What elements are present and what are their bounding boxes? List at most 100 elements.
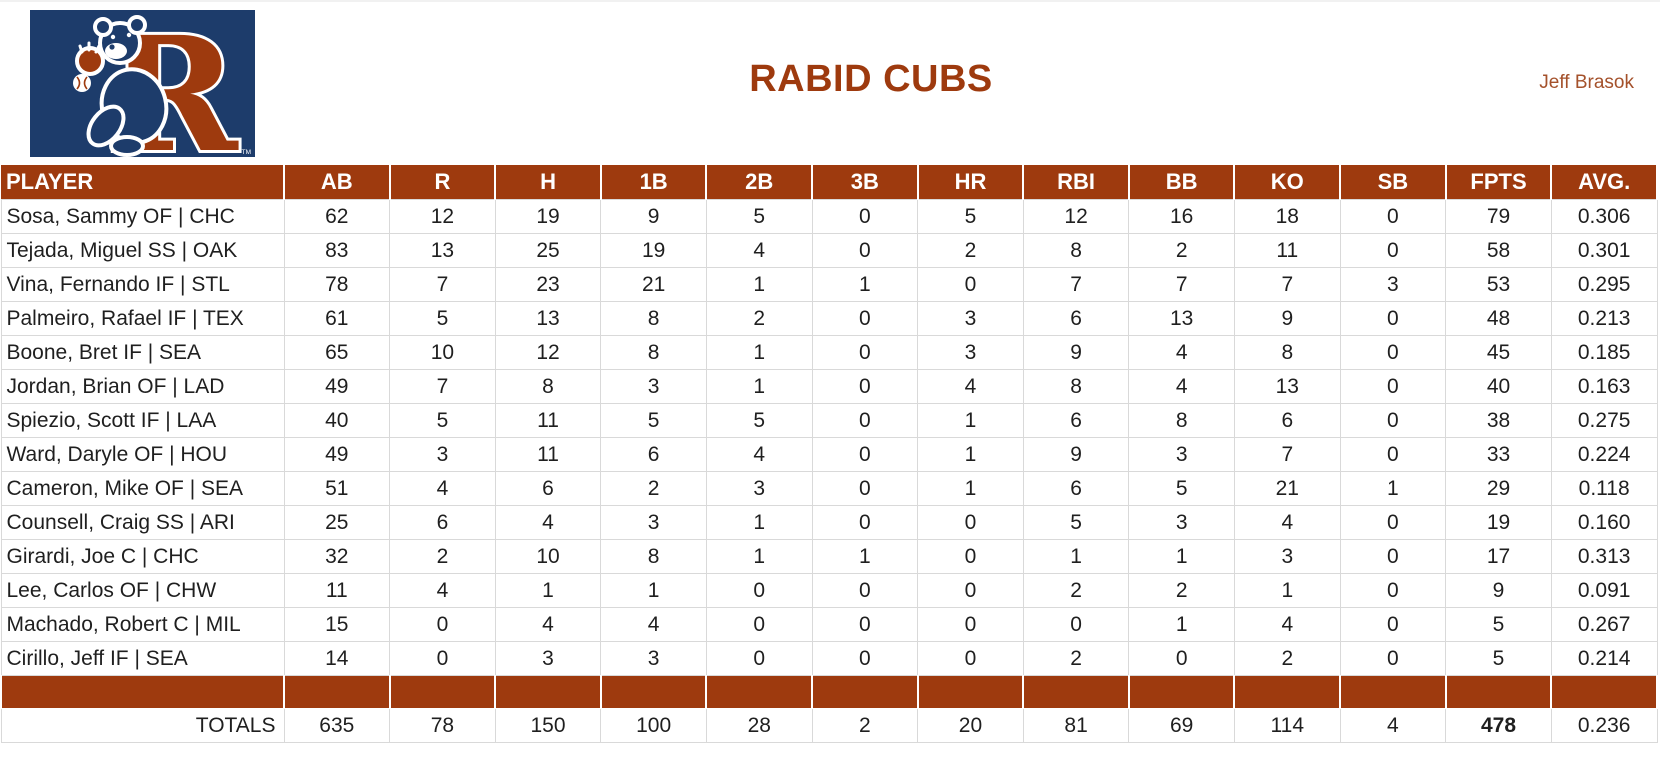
stat-cell-sb: 0 <box>1339 403 1447 438</box>
stat-cell-ko: 8 <box>1233 335 1341 370</box>
stat-cell-hr: 0 <box>917 505 1024 540</box>
table-row: Counsell, Craig SS | ARI 25 6 4 3 1 0 0 5 3 4 0 19 0.… <box>0 505 1658 540</box>
stat-cell-h: 25 <box>494 233 602 268</box>
column-header-avg: AVG. <box>1550 165 1658 200</box>
totals-cell-rbi: 81 <box>1022 708 1130 743</box>
stat-cell-ab: 62 <box>283 199 391 234</box>
stat-cell-3b: 1 <box>811 267 919 302</box>
stat-cell-bb: 8 <box>1128 403 1235 438</box>
player-cell: Vina, Fernando IF | STL <box>0 267 285 302</box>
stat-cell-ab: 61 <box>283 301 391 336</box>
separator-cell <box>1550 675 1658 709</box>
table-row: Tejada, Miguel SS | OAK 83 13 25 19 4 0 2 8 2 11 0 5… <box>0 233 1658 268</box>
stat-cell-hr: 2 <box>917 233 1024 268</box>
totals-cell-ko: 114 <box>1233 708 1341 743</box>
stat-cell-avg: 0.295 <box>1550 267 1658 302</box>
totals-label: TOTALS <box>0 708 285 743</box>
stat-cell-3b: 0 <box>811 573 919 608</box>
separator-cell <box>1127 675 1236 709</box>
stat-cell-rbi: 8 <box>1022 369 1130 404</box>
stat-cell-avg: 0.163 <box>1550 369 1658 404</box>
owner-name: Jeff Brasok <box>1539 72 1634 93</box>
stat-cell-2b: 2 <box>705 301 813 336</box>
stat-cell-bb: 7 <box>1128 267 1235 302</box>
stat-cell-rbi: 9 <box>1022 335 1130 370</box>
stat-cell-1b: 2 <box>600 471 707 506</box>
stat-cell-r: 12 <box>389 199 496 234</box>
stat-cell-3b: 0 <box>811 403 919 438</box>
totals-cell-avg: 0.236 <box>1550 708 1658 743</box>
stat-cell-3b: 0 <box>811 641 919 676</box>
stat-cell-bb: 3 <box>1128 437 1235 472</box>
stat-cell-sb: 0 <box>1339 199 1447 234</box>
column-header-2b: 2B <box>705 165 814 200</box>
stat-cell-ko: 18 <box>1233 199 1341 234</box>
stat-cell-ab: 11 <box>283 573 391 608</box>
stat-cell-ab: 83 <box>283 233 391 268</box>
player-cell: Palmeiro, Rafael IF | TEX <box>0 301 285 336</box>
stat-cell-1b: 9 <box>600 199 707 234</box>
stat-cell-avg: 0.118 <box>1550 471 1658 506</box>
stat-cell-r: 10 <box>389 335 496 370</box>
stat-cell-fpts: 40 <box>1445 369 1552 404</box>
stat-cell-r: 0 <box>389 641 496 676</box>
stat-cell-1b: 4 <box>600 607 707 642</box>
column-header-bb: BB <box>1127 165 1236 200</box>
stat-cell-fpts: 29 <box>1445 471 1552 506</box>
stat-cell-r: 4 <box>389 471 496 506</box>
separator-cell <box>1022 675 1130 709</box>
player-cell: Cameron, Mike OF | SEA <box>0 471 285 506</box>
stat-cell-fpts: 5 <box>1445 607 1552 642</box>
stat-cell-2b: 3 <box>705 471 813 506</box>
player-cell: Spiezio, Scott IF | LAA <box>0 403 285 438</box>
stat-cell-ko: 4 <box>1233 505 1341 540</box>
stat-cell-3b: 0 <box>811 505 919 540</box>
stat-cell-1b: 5 <box>600 403 707 438</box>
stat-cell-ko: 7 <box>1233 267 1341 302</box>
column-header-player: PLAYER <box>1 165 285 200</box>
stat-cell-2b: 1 <box>705 369 813 404</box>
stat-cell-2b: 1 <box>705 539 813 574</box>
stat-cell-bb: 16 <box>1128 199 1235 234</box>
stat-cell-r: 13 <box>389 233 496 268</box>
stat-cell-3b: 0 <box>811 335 919 370</box>
stat-cell-fpts: 48 <box>1445 301 1552 336</box>
totals-row: TOTALS 635 78 150 100 28 2 20 81 69 114 4 478 0.236 <box>0 708 1658 743</box>
stat-cell-avg: 0.214 <box>1550 641 1658 676</box>
stat-cell-bb: 3 <box>1128 505 1235 540</box>
stat-cell-3b: 0 <box>811 369 919 404</box>
stat-cell-sb: 0 <box>1339 335 1447 370</box>
column-header-r: R <box>388 165 497 200</box>
stat-cell-fpts: 53 <box>1445 267 1552 302</box>
totals-cell-hr: 20 <box>917 708 1024 743</box>
stat-cell-ab: 40 <box>283 403 391 438</box>
stat-cell-h: 10 <box>494 539 602 574</box>
table-row: Vina, Fernando IF | STL 78 7 23 21 1 1 0 7 7 7 3 53 0… <box>0 267 1658 302</box>
stat-cell-3b: 0 <box>811 437 919 472</box>
stat-cell-hr: 1 <box>917 471 1024 506</box>
stat-cell-avg: 0.213 <box>1550 301 1658 336</box>
stat-cell-2b: 0 <box>705 607 813 642</box>
column-header-rbi: RBI <box>1022 165 1130 200</box>
table-row: Boone, Bret IF | SEA 65 10 12 8 1 0 3 9 4 8 0 45 0.18… <box>0 335 1658 370</box>
stat-cell-1b: 8 <box>600 335 707 370</box>
stat-cell-3b: 0 <box>811 301 919 336</box>
stat-cell-ab: 15 <box>283 607 391 642</box>
stat-cell-r: 2 <box>389 539 496 574</box>
stat-cell-ko: 1 <box>1233 573 1341 608</box>
stat-cell-r: 3 <box>389 437 496 472</box>
stat-cell-rbi: 12 <box>1022 199 1130 234</box>
stat-cell-avg: 0.091 <box>1550 573 1658 608</box>
stat-cell-fpts: 19 <box>1445 505 1552 540</box>
totals-cell-1b: 100 <box>600 708 707 743</box>
stat-cell-3b: 1 <box>811 539 919 574</box>
separator-cell <box>916 675 1025 709</box>
stat-cell-2b: 4 <box>705 233 813 268</box>
stat-cell-sb: 0 <box>1339 369 1447 404</box>
stat-cell-sb: 0 <box>1339 301 1447 336</box>
column-header-fpts: FPTS <box>1444 165 1553 200</box>
stat-cell-r: 0 <box>389 607 496 642</box>
table-row: Palmeiro, Rafael IF | TEX 61 5 13 8 2 0 3 6 13 9 0 4… <box>0 301 1658 336</box>
player-cell: Tejada, Miguel SS | OAK <box>0 233 285 268</box>
